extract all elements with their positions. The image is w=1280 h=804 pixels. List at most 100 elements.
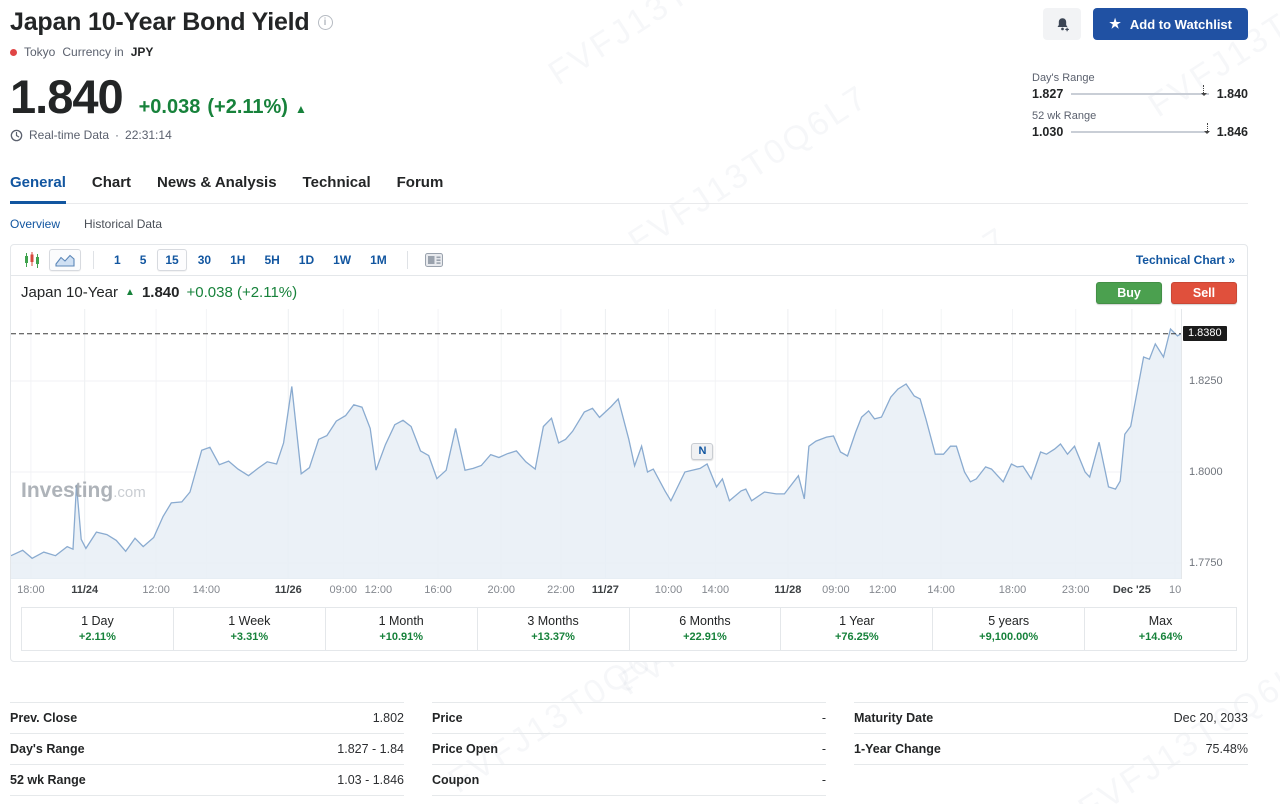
x-axis-tick: 14:00 [701,584,730,596]
timeframe-button-15[interactable]: 15 [157,249,187,271]
performance-cell-5-years[interactable]: 5 years +9,100.00% [933,608,1086,650]
days-range: Day's Range 1.827 1.840 [1032,72,1248,101]
quote-row-price-open: Price Open - [432,734,826,765]
candlestick-chart-type-button[interactable] [19,249,45,271]
days-range-track [1071,85,1209,96]
quote-label: Coupon [432,773,480,787]
performance-cell-1-year[interactable]: 1 Year +76.25% [781,608,934,650]
performance-cell-1-month[interactable]: 1 Month +10.91% [326,608,478,650]
performance-period: 5 years [988,614,1030,628]
chart-toolbar: 1 5 15 30 1H 5H 1D 1W 1M Technical Chart » [11,245,1247,276]
timeframe-button-1w[interactable]: 1W [325,249,359,271]
price-axis[interactable]: 1.8250 1.8000 1.7750 1.8380 [1181,309,1247,579]
52wk-range-marker [1204,123,1211,134]
52wk-range-track [1071,123,1211,134]
clock-icon [10,129,23,141]
x-axis-tick: 11/28 [774,584,802,596]
quote-label: 52 wk Range [10,773,86,787]
x-axis-tick: 23:00 [1061,584,1090,596]
watchlist-label: Add to Watchlist [1129,16,1232,32]
quote-value: 1.802 [372,711,404,725]
buy-button[interactable]: Buy [1096,281,1162,304]
change-percent: (+2.11%) [207,96,288,118]
subtab-overview[interactable]: Overview [10,217,61,231]
last-price: 1.840 [10,70,124,123]
quote-time: 22:31:14 [125,128,172,142]
timeframe-button-1h[interactable]: 1H [222,249,253,271]
change-value: +0.038 [138,96,201,118]
area-chart-type-button[interactable] [49,249,81,271]
tab-news-analysis[interactable]: News & Analysis [157,174,277,191]
quote-label: Price [432,711,463,725]
x-axis-tick: 18:00 [998,584,1027,596]
tab-technical[interactable]: Technical [302,174,371,191]
timeframe-group: 1 5 15 30 1H 5H 1D 1W 1M [106,249,395,271]
news-event-marker[interactable]: N [691,443,714,460]
create-alert-button[interactable] [1043,8,1082,40]
arrow-up-icon: ▲ [294,102,307,116]
performance-value: +76.25% [834,631,879,643]
last-price-chip: 1.8380 [1183,325,1227,341]
y-axis-tick: 1.7750 [1189,556,1223,569]
performance-value: +10.91% [379,631,424,643]
sell-button[interactable]: Sell [1171,281,1237,304]
tab-forum[interactable]: Forum [396,174,444,191]
x-axis-tick: 12:00 [868,584,897,596]
currency-code: JPY [130,45,154,59]
ranges-panel: Day's Range 1.827 1.840 52 wk Range 1.03… [1032,72,1248,139]
performance-cell-1-day[interactable]: 1 Day +2.11% [22,608,174,650]
timeframe-button-1m[interactable]: 1M [362,249,395,271]
technical-chart-link[interactable]: Technical Chart » [1135,253,1235,267]
page-title: Japan 10-Year Bond Yield [10,8,310,36]
y-axis-tick: 1.8000 [1189,466,1223,479]
realtime-label: Real-time Data [29,128,110,142]
days-range-marker [1200,85,1207,96]
x-axis-tick: 11/26 [274,584,302,596]
timeframe-button-5h[interactable]: 5H [256,249,287,271]
y-axis-tick: 1.8250 [1189,375,1223,388]
timeframe-button-5[interactable]: 5 [132,249,155,271]
quote-row-price: Price - [432,703,826,734]
52wk-range-high: 1.846 [1216,125,1248,139]
x-axis-tick: 09:00 [822,584,850,596]
performance-cell-1-week[interactable]: 1 Week +3.31% [174,608,326,650]
x-axis-tick: 11/24 [71,584,99,596]
info-icon[interactable]: i [317,15,333,30]
performance-cell-3-months[interactable]: 3 Months +13.37% [478,608,630,650]
performance-cell-max[interactable]: Max +14.64% [1085,608,1236,650]
tab-general[interactable]: General [10,168,66,204]
chart-area: Investing .com N 1.8250 1.8000 1.7750 1.8380 [11,309,1247,579]
timeframe-button-1d[interactable]: 1D [291,249,322,271]
news-events-toggle-button[interactable] [420,250,448,270]
timeframe-button-30[interactable]: 30 [190,249,219,271]
performance-value: +2.11% [78,631,116,643]
bell-plus-icon [1057,17,1069,31]
timeframe-button-1[interactable]: 1 [106,249,129,271]
quote-value: Dec 20, 2033 [1173,711,1248,725]
quote-summary-table: Prev. Close 1.802 Day's Range 1.827 - 1.84 5… [10,702,1248,796]
52wk-range-label: 52 wk Range [1032,110,1097,122]
quote-row-52-wk-range: 52 wk Range 1.03 - 1.846 [10,765,404,796]
chart-last-price: 1.840 [141,284,180,301]
x-axis-tick: 22:00 [547,584,575,596]
subtab-historical-data[interactable]: Historical Data [84,217,163,231]
add-to-watchlist-button[interactable]: ★ Add to Watchlist [1093,8,1248,40]
quote-label: 1-Year Change [854,742,941,756]
quote-value: - [821,773,826,787]
price-change: +0.038 (+2.11%) ▲ [139,96,307,119]
performance-value: +9,100.00% [979,631,1039,643]
quote-row-1-year-change: 1-Year Change 75.48% [854,734,1248,765]
performance-period: 3 Months [527,614,579,628]
performance-period: 1 Day [81,614,114,628]
market-status-dot [10,48,17,56]
toolbar-divider [406,251,408,269]
quote-row-day-s-range: Day's Range 1.827 - 1.84 [10,734,404,765]
instrument-header: Japan 10-Year Bond Yield i Tokyo Currenc… [10,8,1248,142]
performance-cell-6-months[interactable]: 6 Months +22.91% [630,608,782,650]
exchange-label: Tokyo [24,45,56,59]
time-axis[interactable]: 18:00 11/24 12:00 14:00 11/26 09:00 12:00 16:00… [11,579,1181,601]
price-chart[interactable]: Investing .com N [11,309,1181,579]
days-range-label: Day's Range [1032,72,1095,84]
tab-chart[interactable]: Chart [91,174,132,191]
performance-period: 1 Year [839,614,875,628]
